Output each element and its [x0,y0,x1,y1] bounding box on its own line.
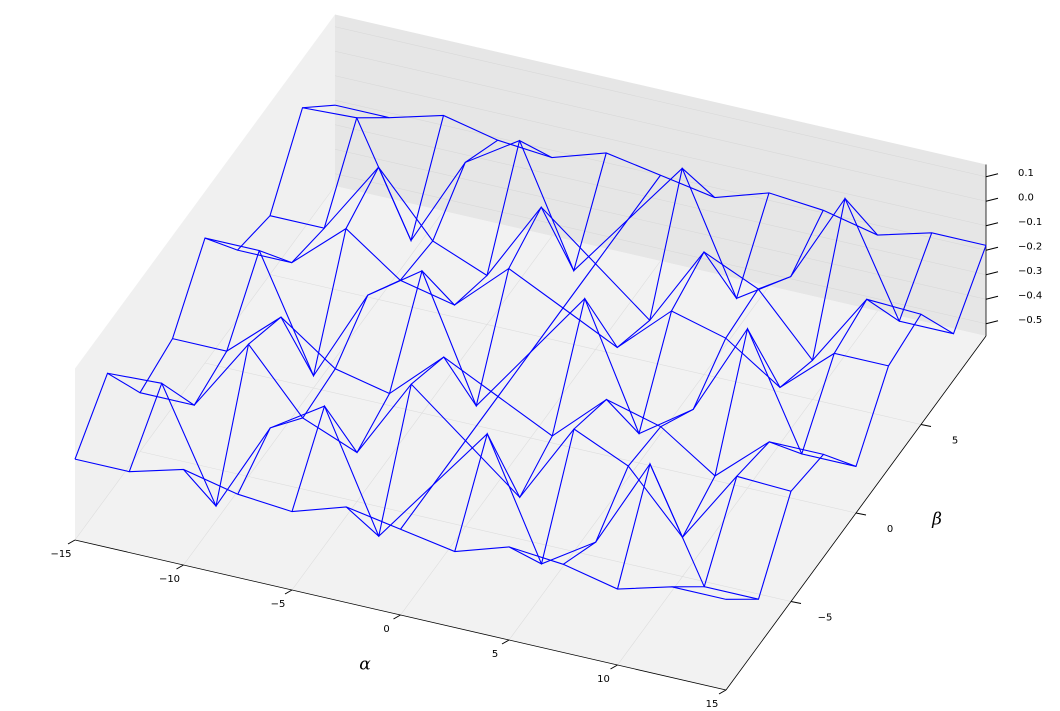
z-tick [986,296,998,299]
z-tick-label: −0.2 [1018,241,1042,252]
x-tick-label: 10 [597,674,610,685]
x-tick [719,690,726,694]
z-tick [986,223,998,226]
z-tick-label: 0.0 [1018,192,1034,203]
y-tick [856,513,866,515]
z-tick [986,198,998,201]
x-tick-label: −10 [159,574,180,585]
z-tick-label: −0.5 [1018,315,1042,326]
x-tick-label: 15 [706,699,719,710]
x-tick-label: −5 [271,599,286,610]
chart: −15 −10 −5 0 5 10 15 −5 0 5 0.1 0.0 −0.1 −0.2 −0.3 −0.4… [0,0,1060,711]
y-tick [791,602,801,604]
x-tick [177,565,184,569]
x-tick-label: 5 [492,649,498,660]
z-tick [986,174,998,177]
y-tick [921,425,931,427]
y-axis-label: β [931,510,942,530]
z-tick-label: −0.1 [1018,217,1042,228]
x-tick [285,590,292,594]
x-tick-label: 0 [383,624,389,635]
x-tick [68,540,75,544]
x-tick-label: −15 [50,549,71,560]
y-tick-label: −5 [818,613,833,624]
x-tick [611,665,618,669]
z-tick [986,247,998,250]
y-tick-label: 5 [952,436,958,447]
x-tick [502,640,509,644]
z-tick-label: −0.3 [1018,266,1042,277]
z-tick-label: −0.4 [1018,290,1042,301]
z-tick-label: 0.1 [1018,168,1034,179]
z-tick [986,272,998,275]
x-tick [394,615,401,619]
z-tick [986,321,998,324]
y-tick-label: 0 [887,524,893,535]
x-axis-label: α [359,655,371,675]
